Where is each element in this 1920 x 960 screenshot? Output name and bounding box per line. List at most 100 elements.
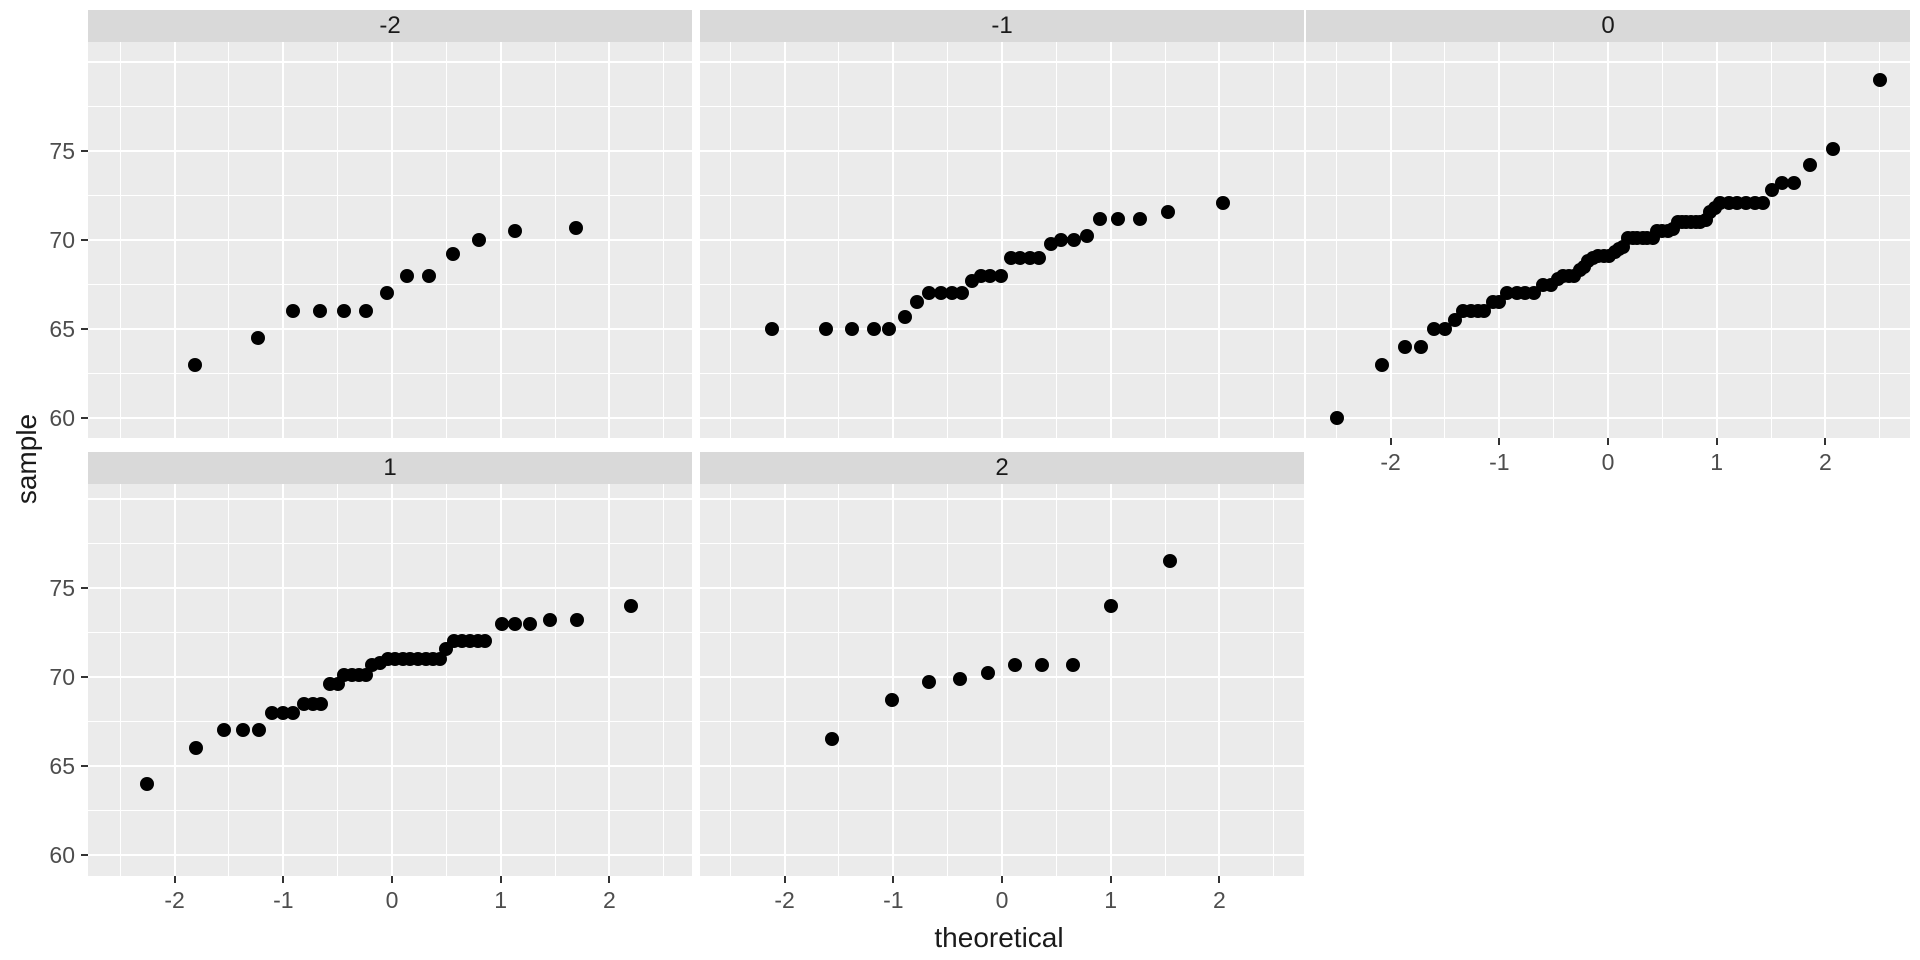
x-axis-tick-label: 1 — [494, 887, 508, 913]
gridline-major-horizontal — [1306, 328, 1910, 330]
facet-panel — [700, 484, 1304, 876]
data-point — [954, 286, 969, 301]
gridline-major-vertical — [783, 484, 786, 876]
gridline-minor-horizontal — [1306, 106, 1910, 107]
x-axis-tick — [1498, 438, 1501, 445]
x-axis-tick — [608, 876, 611, 883]
gridline-minor-horizontal — [700, 106, 1304, 107]
facet-strip-label: 1 — [383, 454, 397, 481]
data-point — [1065, 657, 1080, 672]
data-point — [189, 741, 204, 756]
x-axis-title: theoretical — [934, 922, 1064, 953]
data-point — [1031, 250, 1046, 265]
data-point — [252, 723, 267, 738]
x-axis-tick — [173, 876, 176, 883]
gridline-minor-horizontal — [88, 373, 692, 374]
data-point — [358, 304, 373, 319]
data-point — [1756, 195, 1771, 210]
gridline-major-horizontal — [1306, 150, 1910, 152]
data-point — [980, 666, 995, 681]
data-point — [286, 705, 301, 720]
x-axis-tick — [1824, 438, 1827, 445]
data-point — [983, 268, 998, 283]
gridline-minor-horizontal — [700, 632, 1304, 633]
data-point — [478, 634, 493, 649]
data-point — [507, 616, 522, 631]
data-point — [1437, 322, 1452, 336]
data-point — [1786, 176, 1801, 191]
data-point — [624, 598, 639, 613]
facet-panel — [1306, 42, 1910, 438]
x-axis-tick — [1607, 438, 1609, 445]
gridline-major-horizontal — [1306, 61, 1910, 63]
x-axis-tick-label: -2 — [774, 887, 795, 913]
gridline-major-vertical — [608, 484, 611, 876]
gridline-major-horizontal — [700, 61, 1304, 63]
data-point — [1414, 339, 1429, 354]
x-axis-tick-label: -2 — [1380, 449, 1401, 475]
y-axis-tick — [81, 150, 88, 152]
gridline-major-horizontal — [700, 765, 1304, 767]
facet-strip: 2 — [700, 452, 1304, 484]
data-point — [1330, 411, 1345, 425]
data-point — [1803, 158, 1818, 173]
data-point — [445, 247, 460, 262]
gridline-minor-vertical — [1273, 484, 1275, 876]
data-point — [881, 322, 896, 336]
gridline-minor-vertical — [228, 484, 230, 876]
gridline-major-horizontal — [700, 854, 1304, 856]
x-axis-tick-label: -1 — [883, 887, 904, 913]
data-point — [523, 616, 538, 631]
data-point — [1826, 142, 1840, 157]
gridline-major-horizontal — [88, 498, 692, 500]
data-point — [844, 322, 859, 336]
gridline-major-horizontal — [88, 328, 692, 330]
data-point — [922, 286, 937, 301]
data-point — [1872, 72, 1887, 87]
data-point — [1008, 657, 1023, 672]
gridline-major-horizontal — [700, 417, 1304, 419]
data-point — [1066, 233, 1081, 247]
y-axis-tick — [81, 328, 88, 330]
data-point — [568, 220, 583, 235]
x-axis-tick — [499, 876, 502, 883]
data-point — [1161, 204, 1176, 219]
x-axis-tick-label: 2 — [1818, 449, 1832, 475]
data-point — [1477, 304, 1492, 319]
y-axis-tick — [81, 854, 88, 856]
gridline-minor-horizontal — [700, 373, 1304, 374]
data-point — [314, 696, 329, 711]
gridline-minor-horizontal — [88, 543, 692, 544]
data-point — [1092, 211, 1107, 226]
x-axis-tick-label: 1 — [1710, 449, 1724, 475]
x-axis-tick-label: 2 — [602, 887, 616, 913]
data-point — [1035, 657, 1050, 672]
gridline-major-vertical — [391, 484, 393, 876]
facet-strip: -2 — [88, 10, 692, 42]
facet-strip: 1 — [88, 452, 692, 484]
gridline-major-horizontal — [88, 587, 692, 589]
x-axis-tick-label: 2 — [1212, 887, 1226, 913]
y-axis-tick-label: 65 — [49, 753, 75, 779]
facet-strip-label: -1 — [991, 12, 1013, 39]
gridline-major-vertical — [499, 484, 502, 876]
data-point — [471, 233, 486, 247]
data-point — [922, 675, 937, 690]
data-point — [251, 330, 266, 345]
gridline-major-horizontal — [700, 239, 1304, 241]
x-axis-tick — [1109, 876, 1112, 883]
data-point — [885, 693, 900, 708]
gridline-minor-vertical — [554, 484, 556, 876]
data-point — [400, 268, 415, 283]
gridline-major-horizontal — [88, 239, 692, 241]
x-axis-tick-label: -1 — [1489, 449, 1510, 475]
gridline-major-vertical — [1109, 484, 1112, 876]
data-point — [542, 613, 557, 628]
gridline-minor-horizontal — [88, 284, 692, 285]
gridline-minor-vertical — [1055, 484, 1057, 876]
gridline-minor-horizontal — [88, 810, 692, 811]
data-point — [1374, 357, 1389, 372]
gridline-major-horizontal — [700, 328, 1304, 330]
gridline-minor-horizontal — [88, 195, 692, 196]
data-point — [569, 613, 584, 628]
